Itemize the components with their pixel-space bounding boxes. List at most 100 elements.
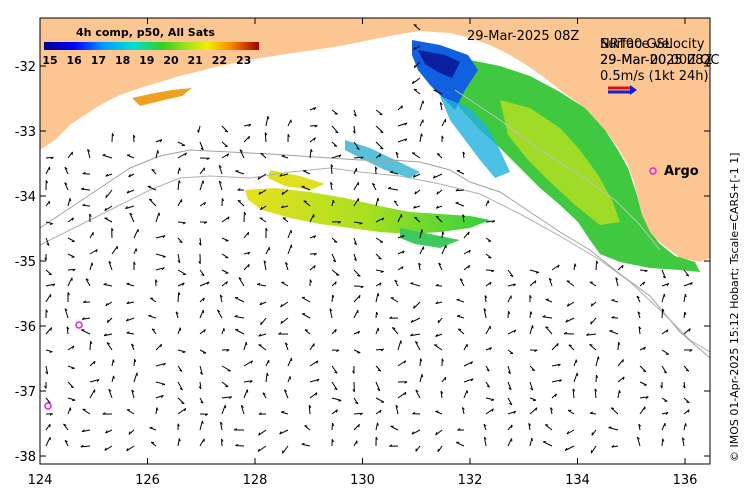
velocity-arrowhead xyxy=(235,170,239,172)
velocity-arrowhead xyxy=(662,438,665,442)
velocity-arrow xyxy=(240,405,245,415)
velocity-arrowhead xyxy=(105,430,108,434)
velocity-arrow xyxy=(221,153,229,159)
velocity-arrowhead xyxy=(353,242,357,246)
velocity-arrowhead xyxy=(400,340,402,344)
velocity-arrow xyxy=(419,119,424,127)
velocity-arrowhead xyxy=(128,431,131,435)
velocity-arrowhead xyxy=(217,309,221,313)
legend-line-1: NRT00 GSL xyxy=(600,37,673,52)
velocity-arrow xyxy=(87,149,91,159)
velocity-arrowhead xyxy=(338,154,342,158)
velocity-arrow xyxy=(257,283,267,287)
velocity-arrow xyxy=(221,125,229,133)
velocity-arrowhead xyxy=(161,383,166,386)
velocity-arrow xyxy=(45,365,49,375)
velocity-arrow xyxy=(67,381,74,389)
velocity-arrowhead xyxy=(637,436,640,440)
velocity-arrowhead xyxy=(662,308,665,312)
velocity-arrow xyxy=(304,425,311,431)
velocity-arrow xyxy=(243,341,247,351)
velocity-arrow xyxy=(177,180,180,191)
velocity-arrowhead xyxy=(380,271,384,273)
velocity-arrowhead xyxy=(439,102,443,106)
velocity-arrow xyxy=(353,423,360,431)
velocity-arrow xyxy=(149,427,157,431)
velocity-arrow xyxy=(45,294,52,303)
velocity-arrowhead xyxy=(235,443,239,447)
velocity-arrowhead xyxy=(333,241,338,243)
velocity-arrow xyxy=(199,349,207,354)
velocity-arrowhead xyxy=(531,437,534,442)
velocity-arrowhead xyxy=(198,386,202,390)
velocity-arrow xyxy=(485,220,495,223)
velocity-arrowhead xyxy=(534,349,538,352)
velocity-arrowhead xyxy=(489,281,492,286)
velocity-arrow xyxy=(265,373,268,383)
velocity-arrowhead xyxy=(197,129,199,133)
velocity-arrow xyxy=(661,308,664,319)
velocity-arrow xyxy=(435,429,443,436)
velocity-arrow xyxy=(104,445,113,451)
velocity-arrow xyxy=(309,378,320,383)
velocity-arrowhead xyxy=(455,188,459,192)
velocity-arrow xyxy=(177,237,183,244)
velocity-arrow xyxy=(683,423,686,431)
velocity-arrow xyxy=(125,205,135,210)
velocity-arrowhead xyxy=(332,422,335,427)
velocity-arrowhead xyxy=(622,359,624,363)
x-tick-label: 136 xyxy=(673,473,698,488)
velocity-arrowhead xyxy=(258,412,262,415)
velocity-arrow xyxy=(285,262,289,271)
velocity-arrowhead xyxy=(665,412,669,415)
velocity-arrowhead xyxy=(393,200,398,203)
velocity-arrowhead xyxy=(389,170,393,173)
velocity-arrow xyxy=(64,308,69,319)
velocity-arrowhead xyxy=(440,390,444,394)
velocity-arrow xyxy=(243,360,253,367)
velocity-arrow xyxy=(413,217,421,223)
velocity-arrow xyxy=(413,24,421,31)
velocity-arrowhead xyxy=(331,439,335,443)
velocity-arrow xyxy=(221,216,230,223)
velocity-arrow xyxy=(105,173,113,177)
velocity-arrow xyxy=(309,214,315,223)
velocity-arrowhead xyxy=(45,180,49,184)
velocity-arrow xyxy=(456,315,465,319)
velocity-arrow xyxy=(126,189,135,194)
velocity-arrow xyxy=(435,215,443,223)
velocity-arrowhead xyxy=(394,279,398,283)
velocity-arrow xyxy=(67,198,71,207)
velocity-arrow xyxy=(485,325,491,335)
velocity-arrow xyxy=(329,308,333,319)
velocity-arrow xyxy=(435,333,443,337)
sst-patch-east-dark xyxy=(418,50,460,78)
velocity-arrowhead xyxy=(379,154,382,158)
velocity-arrowhead xyxy=(64,439,68,443)
velocity-arrow xyxy=(617,390,620,399)
velocity-arrowhead xyxy=(281,154,285,157)
colorbar-tick-label: 23 xyxy=(236,54,251,67)
velocity-arrow xyxy=(394,279,399,287)
velocity-arrow xyxy=(106,342,113,351)
velocity-arrowhead xyxy=(690,282,693,286)
velocity-arrowhead xyxy=(413,88,417,91)
velocity-arrow xyxy=(595,260,598,271)
velocity-arrowhead xyxy=(415,340,419,344)
velocity-arrowhead xyxy=(441,358,444,362)
velocity-arrowhead xyxy=(530,311,533,315)
velocity-arrowhead xyxy=(335,131,339,134)
velocity-arrow xyxy=(235,170,245,175)
velocity-arrow xyxy=(507,283,516,287)
velocity-arrow xyxy=(390,297,399,303)
velocity-arrowhead xyxy=(129,212,133,216)
velocity-arrowhead xyxy=(303,200,307,202)
velocity-arrowhead xyxy=(636,295,640,299)
velocity-arrowhead xyxy=(177,423,180,427)
velocity-arrow xyxy=(573,359,577,367)
velocity-arrowhead xyxy=(219,294,223,298)
sst-band-central-2 xyxy=(268,170,325,190)
velocity-arrowhead xyxy=(81,429,85,432)
velocity-arrowhead xyxy=(314,125,318,128)
velocity-arrow xyxy=(485,200,489,207)
